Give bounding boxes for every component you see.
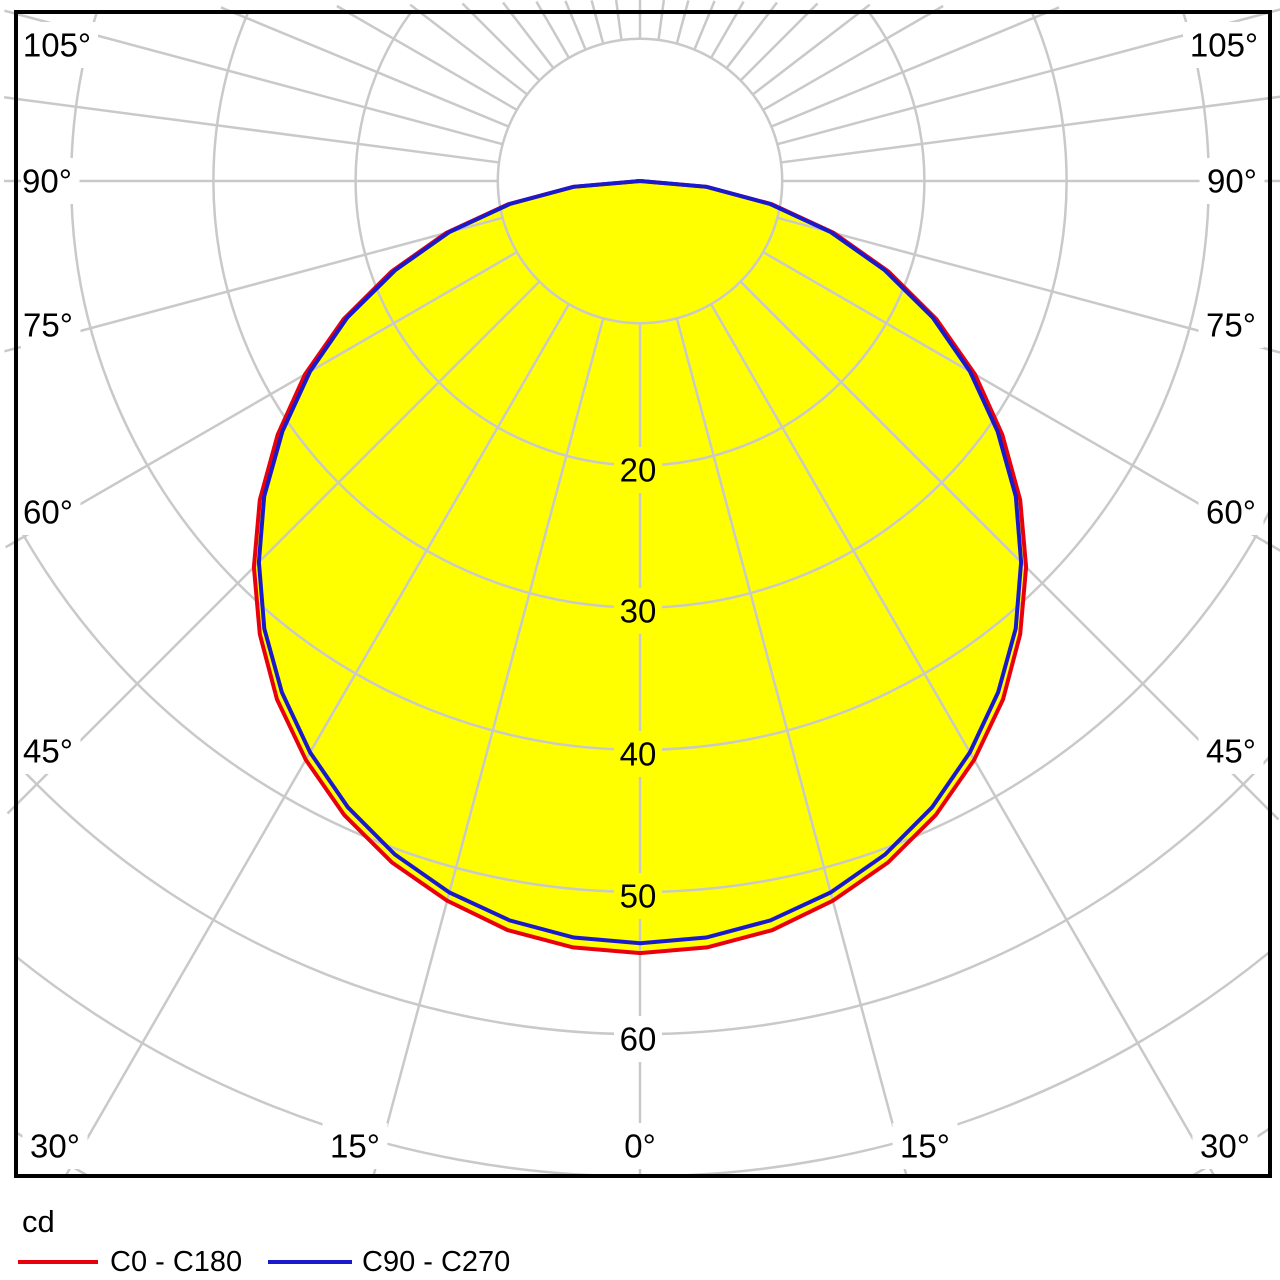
curve-c0-c180 xyxy=(251,179,1029,956)
border-tick xyxy=(4,9,22,17)
border-tick xyxy=(1265,541,1280,552)
angle-label: 75° xyxy=(1206,307,1256,344)
angle-label: 105° xyxy=(1190,27,1258,64)
legend-line-c0-c180 xyxy=(18,1260,98,1264)
angle-label: 90° xyxy=(1207,163,1257,200)
border-tick xyxy=(535,0,547,17)
border-tick xyxy=(614,0,620,18)
border-tick xyxy=(3,96,22,101)
border-tick xyxy=(1264,347,1280,354)
legend-label-c0-c180: C0 - C180 xyxy=(110,1246,243,1278)
legend-label-c90-c270: C90 - C270 xyxy=(362,1246,511,1278)
radial-label: 20 xyxy=(620,452,657,489)
radial-label: 30 xyxy=(620,593,657,630)
angle-label: 90° xyxy=(22,163,72,200)
border-tick xyxy=(4,537,21,549)
legend-line-c90-c270 xyxy=(268,1260,352,1264)
border-tick xyxy=(706,0,716,18)
polar-chart: 105° 90° 75° 60° 45° 30° 15° 0° 15° 30° 45° 60° 75° 9… xyxy=(3,0,1280,1178)
unit-label: cd xyxy=(22,1204,55,1239)
border-tick xyxy=(4,345,22,353)
angle-label: 0° xyxy=(624,1128,656,1165)
angle-label: 45° xyxy=(23,733,73,770)
curve-c90-c270 xyxy=(256,179,1024,946)
angle-label: 60° xyxy=(1206,494,1256,531)
angle-label: 105° xyxy=(23,27,91,64)
angle-label: 75° xyxy=(23,307,73,344)
angle-label: 15° xyxy=(330,1128,380,1165)
border-tick xyxy=(1264,95,1280,100)
polar-grid xyxy=(16,12,1270,1176)
radial-label: 40 xyxy=(620,736,657,773)
angle-label: 30° xyxy=(1200,1128,1250,1165)
radial-label: 60 xyxy=(620,1021,657,1058)
border-tick xyxy=(660,0,666,18)
angle-label: 45° xyxy=(1206,733,1256,770)
angle-label: 30° xyxy=(30,1128,80,1165)
angle-label: 60° xyxy=(23,494,73,531)
border-tick xyxy=(682,0,690,18)
legend: C0 - C180 C90 - C270 xyxy=(0,1246,1280,1280)
plot-border xyxy=(14,10,1272,1178)
border-tick xyxy=(733,0,745,17)
border-tick xyxy=(590,0,598,18)
angle-label: 15° xyxy=(900,1128,950,1165)
radial-label: 50 xyxy=(620,878,657,915)
border-tick xyxy=(564,0,574,18)
